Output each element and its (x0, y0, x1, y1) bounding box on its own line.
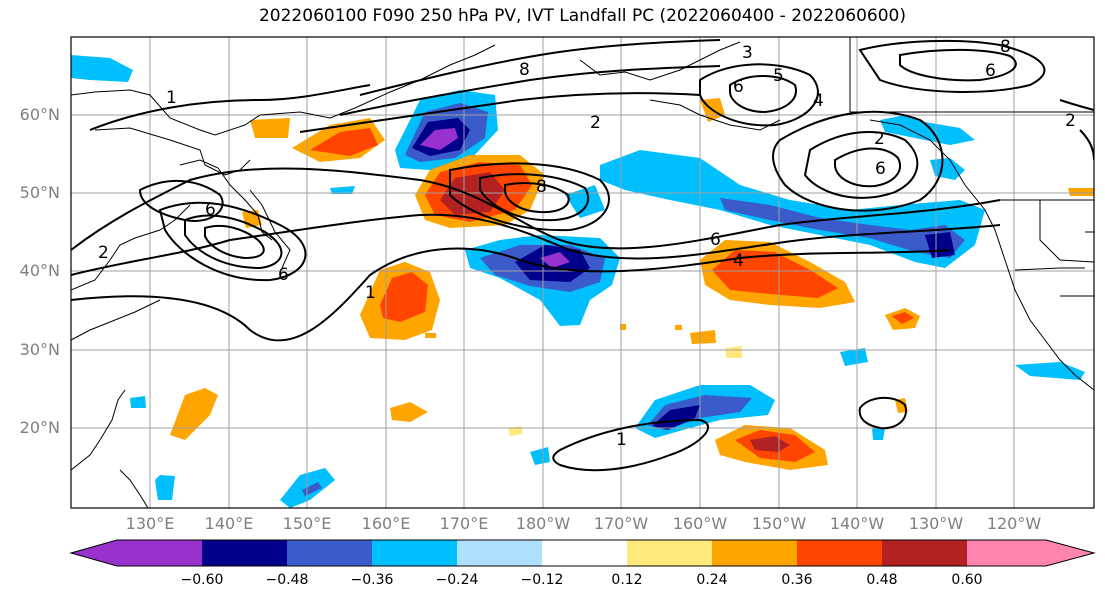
lat-label: 30°N (19, 340, 60, 359)
colorbar-tick-label: −0.60 (180, 572, 224, 588)
lon-label: 130°E (125, 514, 175, 533)
lat-label: 50°N (19, 183, 60, 202)
colorbar-segment (627, 540, 712, 566)
lon-label: 150°E (282, 514, 332, 533)
contour-label: 6 (205, 200, 216, 220)
contour-label: 8 (519, 60, 530, 80)
colorbar-extend-low (71, 540, 117, 566)
colorbar-segment (117, 540, 202, 566)
colorbar-segment (882, 540, 967, 566)
contour-label: 2 (590, 113, 601, 133)
contour-label: 5 (773, 66, 784, 86)
contour-label: 1 (616, 430, 627, 450)
colorbar-tick-label: −0.36 (350, 572, 394, 588)
lon-label: 140°E (204, 514, 254, 533)
contour-label: 6 (710, 230, 721, 250)
contour-label: 2 (874, 129, 885, 149)
lon-label: 120°W (986, 514, 1042, 533)
lon-label: 180°W (515, 514, 571, 533)
lat-label: 60°N (19, 105, 60, 124)
colorbar-segment (202, 540, 287, 566)
contour-label: 3 (742, 43, 753, 63)
lon-label: 150°W (751, 514, 807, 533)
lon-label: 160°W (672, 514, 728, 533)
contour-label: 6 (875, 159, 886, 179)
colorbar-tick-label: 0.36 (781, 572, 813, 588)
colorbar-segment (967, 540, 1046, 566)
contour-label: 2 (98, 243, 109, 263)
colorbar-tick-label: 0.24 (696, 572, 728, 588)
contour-label: 8 (536, 177, 547, 197)
colorbar-tick-label: 0.60 (951, 572, 983, 588)
colorbar-tick-label: −0.24 (435, 572, 479, 588)
lon-label: 170°E (439, 514, 489, 533)
contour-label: 6 (733, 77, 744, 97)
colorbar-segment (287, 540, 372, 566)
colorbar-segment (542, 540, 627, 566)
lat-label: 40°N (19, 261, 60, 280)
lon-label: 160°E (361, 514, 411, 533)
colorbar-segment (372, 540, 457, 566)
map-frame (70, 36, 1095, 509)
contour-label: 1 (166, 88, 177, 108)
colorbar-tick-label: −0.48 (265, 572, 309, 588)
colorbar-extend-high (1046, 540, 1094, 566)
contour-label: 6 (278, 265, 289, 285)
colorbar-segment (712, 540, 797, 566)
contour-label: 4 (813, 91, 824, 111)
colorbar-segment (797, 540, 882, 566)
lon-label: 130°W (908, 514, 964, 533)
contour-lines (71, 39, 1094, 472)
lat-label: 20°N (19, 418, 60, 437)
lon-label: 140°W (829, 514, 885, 533)
colorbar-tick-label: −0.12 (520, 572, 564, 588)
contour-label: 6 (985, 61, 996, 81)
contour-label: 4 (733, 251, 744, 271)
contour-label: 8 (1000, 37, 1011, 57)
colorbar-segment (457, 540, 542, 566)
colorbar (69, 539, 1096, 567)
colorbar-tick-label: 0.48 (866, 572, 898, 588)
lon-label: 170°W (593, 514, 649, 533)
contour-labels: 1 2 2 3 5 6 4 8 8 6 6 1 6 4 2 6 1 6 8 2 (98, 37, 1076, 450)
colorbar-tick-label: 0.12 (611, 572, 643, 588)
contour-label: 1 (365, 283, 376, 303)
contour-label: 2 (1065, 111, 1076, 131)
map-title: 2022060100 F090 250 hPa PV, IVT Landfall… (258, 6, 906, 26)
